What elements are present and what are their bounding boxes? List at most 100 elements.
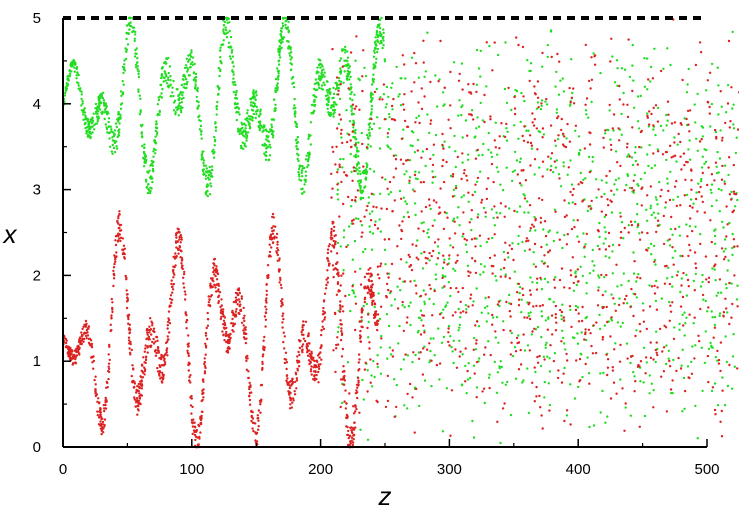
data-point-series-1 bbox=[711, 310, 713, 312]
data-point-series-1 bbox=[612, 129, 614, 131]
data-point-series-2 bbox=[709, 112, 711, 114]
data-point-series-2 bbox=[347, 196, 349, 198]
data-point-series-2 bbox=[714, 413, 716, 415]
data-point-series-2 bbox=[280, 284, 282, 286]
data-point-series-2 bbox=[539, 277, 541, 279]
data-point-series-1 bbox=[688, 139, 690, 141]
data-point-series-1 bbox=[528, 412, 530, 414]
data-point-series-1 bbox=[543, 396, 545, 398]
data-point-series-1 bbox=[67, 75, 69, 77]
data-point-series-2 bbox=[128, 337, 130, 339]
data-point-series-2 bbox=[542, 127, 544, 129]
data-point-series-2 bbox=[581, 182, 583, 184]
data-point-series-2 bbox=[490, 354, 492, 356]
data-point-series-2 bbox=[187, 352, 189, 354]
data-point-series-1 bbox=[510, 109, 512, 111]
data-point-series-2 bbox=[360, 220, 362, 222]
data-point-series-2 bbox=[610, 316, 612, 318]
data-point-series-1 bbox=[665, 114, 667, 116]
data-point-series-1 bbox=[205, 191, 207, 193]
data-point-series-1 bbox=[620, 284, 622, 286]
data-point-series-2 bbox=[146, 329, 148, 331]
data-point-series-1 bbox=[209, 193, 211, 195]
data-point-series-1 bbox=[367, 336, 369, 338]
data-point-series-2 bbox=[238, 292, 240, 294]
data-point-series-2 bbox=[94, 376, 96, 378]
data-point-series-1 bbox=[686, 83, 688, 85]
data-point-series-2 bbox=[447, 341, 449, 343]
data-point-series-2 bbox=[310, 365, 312, 367]
data-point-series-1 bbox=[305, 175, 307, 177]
data-point-series-2 bbox=[387, 276, 389, 278]
data-point-series-1 bbox=[289, 55, 291, 57]
data-point-series-2 bbox=[699, 186, 701, 188]
data-point-series-2 bbox=[120, 237, 122, 239]
data-point-series-2 bbox=[398, 224, 400, 226]
data-point-series-1 bbox=[313, 99, 315, 101]
data-point-series-1 bbox=[149, 187, 151, 189]
data-point-series-1 bbox=[358, 167, 360, 169]
data-point-series-1 bbox=[604, 226, 606, 228]
data-point-series-2 bbox=[612, 369, 614, 371]
data-point-series-2 bbox=[643, 321, 645, 323]
data-point-series-2 bbox=[677, 357, 679, 359]
data-point-series-2 bbox=[317, 371, 319, 373]
data-point-series-2 bbox=[340, 83, 342, 85]
data-point-series-2 bbox=[449, 435, 451, 437]
data-point-series-2 bbox=[525, 179, 527, 181]
data-point-series-1 bbox=[734, 205, 736, 207]
data-point-series-1 bbox=[422, 267, 424, 269]
data-point-series-2 bbox=[448, 254, 450, 256]
data-point-series-1 bbox=[146, 186, 148, 188]
data-point-series-1 bbox=[414, 354, 416, 356]
data-point-series-1 bbox=[307, 138, 309, 140]
data-point-series-1 bbox=[181, 84, 183, 86]
data-point-series-2 bbox=[406, 321, 408, 323]
data-point-series-2 bbox=[459, 351, 461, 353]
data-point-series-1 bbox=[543, 356, 545, 358]
data-point-series-1 bbox=[677, 271, 679, 273]
data-point-series-2 bbox=[364, 298, 366, 300]
data-point-series-2 bbox=[352, 124, 354, 126]
data-point-series-2 bbox=[463, 172, 465, 174]
data-point-series-2 bbox=[126, 307, 128, 309]
data-point-series-1 bbox=[582, 179, 584, 181]
data-point-series-2 bbox=[707, 306, 709, 308]
data-point-series-1 bbox=[563, 367, 565, 369]
data-point-series-2 bbox=[220, 318, 222, 320]
data-point-series-2 bbox=[529, 204, 531, 206]
data-point-series-1 bbox=[421, 222, 423, 224]
data-point-series-2 bbox=[504, 205, 506, 207]
data-point-series-2 bbox=[355, 303, 357, 305]
data-point-series-2 bbox=[654, 292, 656, 294]
data-point-series-1 bbox=[352, 136, 354, 138]
data-point-series-2 bbox=[730, 198, 732, 200]
data-point-series-2 bbox=[593, 324, 595, 326]
data-point-series-2 bbox=[475, 158, 477, 160]
data-point-series-2 bbox=[224, 328, 226, 330]
data-point-series-2 bbox=[291, 401, 293, 403]
data-point-series-1 bbox=[442, 91, 444, 93]
data-point-series-1 bbox=[524, 349, 526, 351]
data-point-series-2 bbox=[158, 351, 160, 353]
data-point-series-1 bbox=[575, 305, 577, 307]
data-point-series-1 bbox=[206, 167, 208, 169]
data-point-series-2 bbox=[514, 107, 516, 109]
data-point-series-1 bbox=[236, 97, 238, 99]
data-point-series-2 bbox=[680, 305, 682, 307]
data-point-series-1 bbox=[190, 51, 192, 53]
data-point-series-1 bbox=[126, 49, 128, 51]
data-point-series-2 bbox=[244, 329, 246, 331]
data-point-series-2 bbox=[481, 199, 483, 201]
data-point-series-2 bbox=[110, 314, 112, 316]
data-point-series-1 bbox=[338, 80, 340, 82]
data-point-series-1 bbox=[150, 164, 152, 166]
data-point-series-2 bbox=[254, 432, 256, 434]
data-point-series-1 bbox=[468, 201, 470, 203]
data-point-series-2 bbox=[261, 369, 263, 371]
data-point-series-1 bbox=[534, 371, 536, 373]
data-point-series-1 bbox=[350, 105, 352, 107]
data-point-series-1 bbox=[479, 171, 481, 173]
data-point-series-1 bbox=[585, 109, 587, 111]
data-point-series-1 bbox=[569, 309, 571, 311]
